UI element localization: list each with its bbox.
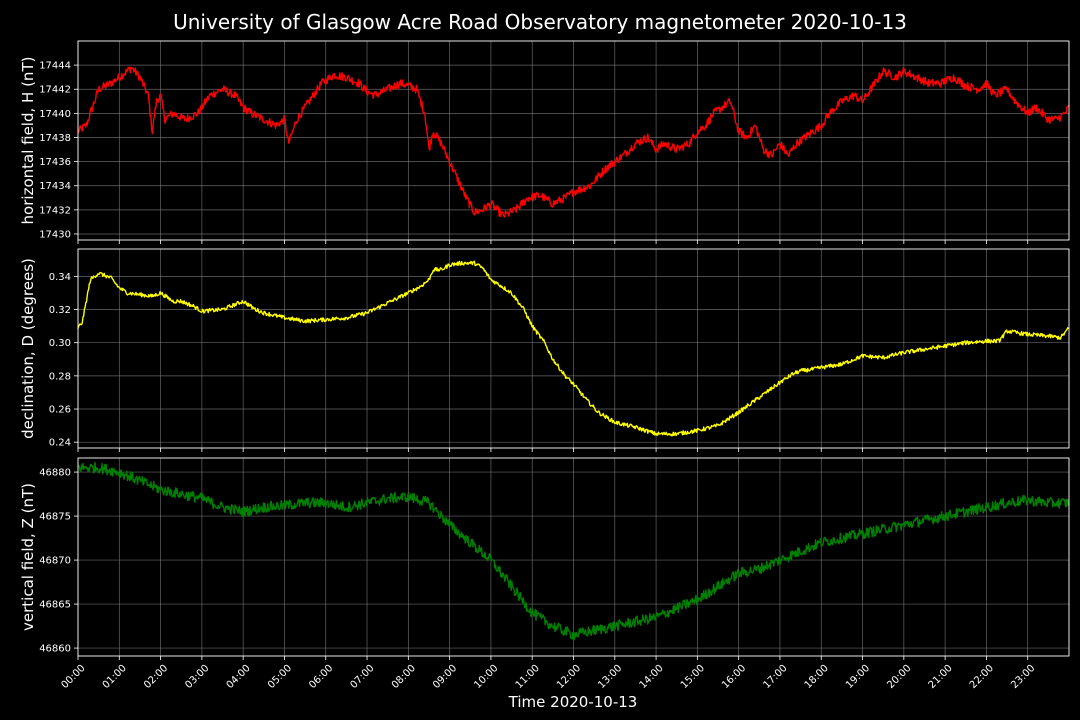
x-tick-label: 16:00 [720,663,748,691]
x-tick-label: 17:00 [761,663,789,691]
x-tick-label: 04:00 [225,663,253,691]
x-tick-label: 09:00 [431,663,459,691]
axes-frame [77,40,1070,241]
y-tick-label: 46865 [39,600,71,611]
x-tick-label: 01:00 [101,663,129,691]
x-tick-label: 13:00 [596,663,624,691]
y-axis-label: declination, D (degrees) [19,258,37,439]
x-tick-label: 07:00 [349,663,377,691]
y-tick-label: 46860 [39,644,71,655]
panel-1: 17430 17432 17434 17436 17438 17440 17442 17444… [19,40,1070,244]
y-tick-label: 0.26 [49,405,71,416]
y-tick-label: 17436 [39,157,71,168]
x-tick-label: 19:00 [844,663,872,691]
y-tick-label: 0.34 [49,272,71,283]
y-tick-label: 17440 [39,109,71,120]
x-tick-label: 06:00 [307,663,335,691]
y-axis-label: horizontal field, H (nT) [19,57,37,225]
x-tick-label: 15:00 [679,663,707,691]
x-tick-label: 12:00 [555,663,583,691]
x-tick-label: 10:00 [472,663,500,691]
x-tick-label: 23:00 [1009,663,1037,691]
series-line [77,260,1070,437]
x-tick-label: 05:00 [266,663,294,691]
y-tick-label: 17434 [39,181,71,192]
series-line [77,66,1070,218]
x-tick-label: 18:00 [803,663,831,691]
panels: 17430 17432 17434 17436 17438 17440 17442 17444… [19,40,1070,691]
x-tick-label: 20:00 [885,663,913,691]
x-tick-label: 22:00 [968,663,996,691]
x-tick-label: 11:00 [514,663,542,691]
axes-frame [77,248,1070,449]
panel-2: 0.24 0.26 0.28 0.30 0.32 0.34 declination, D (… [19,248,1070,452]
y-tick-label: 17438 [39,133,71,144]
chart-title: University of Glasgow Acre Road Observat… [173,10,907,34]
y-tick-label: 0.30 [49,338,71,349]
series-line [77,461,1070,641]
y-tick-label: 0.32 [49,305,71,316]
y-tick-label: 46870 [39,556,71,567]
x-tick-label: 03:00 [183,663,211,691]
y-tick-label: 46875 [39,512,71,523]
y-tick-label: 0.24 [49,438,71,449]
y-tick-label: 17432 [39,205,71,216]
y-tick-label: 17444 [39,61,71,72]
panel-3: 00:00 01:00 02:00 03:00 04:00 05:00 06:00 07:00… [19,457,1070,691]
axes-frame [77,457,1070,657]
y-tick-label: 17430 [39,229,71,240]
x-axis-label: Time 2020-10-13 [508,693,638,711]
y-tick-label: 17442 [39,85,71,96]
x-tick-label: 02:00 [142,663,170,691]
x-tick-label: 21:00 [927,663,955,691]
y-tick-label: 46880 [39,468,71,479]
x-tick-label: 14:00 [638,663,666,691]
x-tick-label: 00:00 [59,663,87,691]
y-tick-label: 0.28 [49,371,71,382]
x-tick-label: 08:00 [390,663,418,691]
y-axis-label: vertical field, Z (nT) [19,483,37,631]
